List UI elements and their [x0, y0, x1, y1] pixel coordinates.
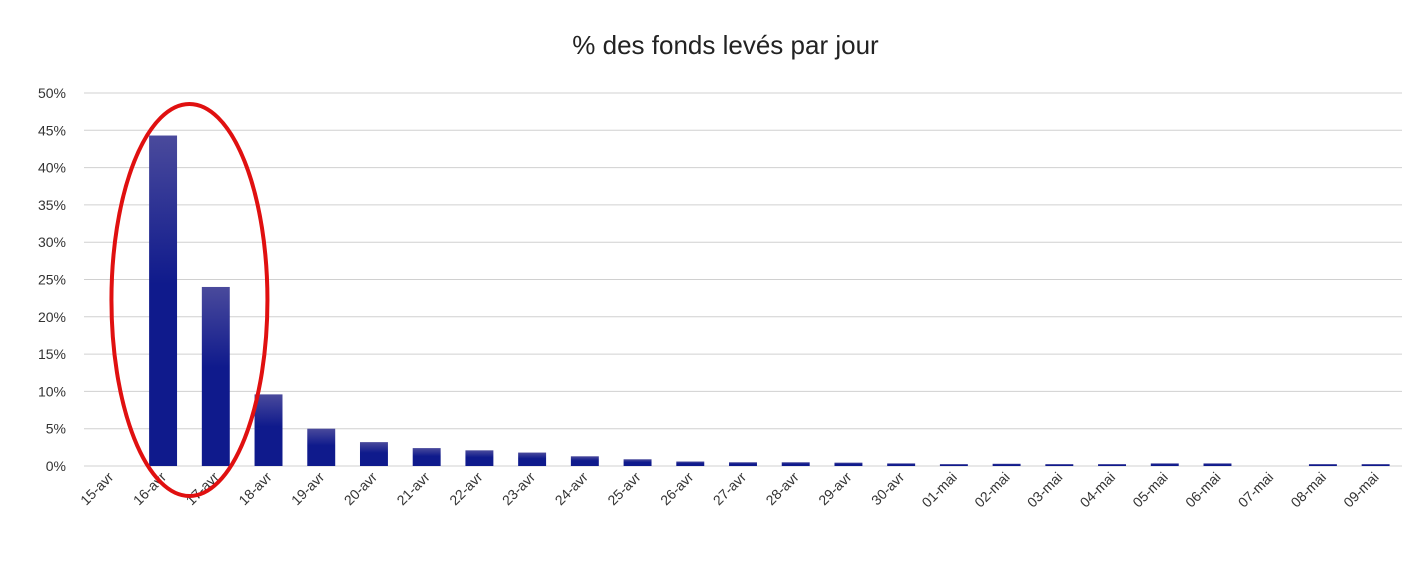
- bar-23-avr: [518, 452, 547, 466]
- bar-24-avr: [570, 456, 599, 466]
- bar-06-mai: [1203, 463, 1232, 466]
- annotation: [109, 102, 270, 498]
- y-tick-label: 30%: [38, 234, 66, 250]
- bar-08-mai: [1308, 464, 1337, 466]
- chart-title: % des fonds levés par jour: [572, 30, 879, 60]
- bar-29-avr: [834, 462, 863, 466]
- x-tick-label: 07-mai: [1235, 469, 1277, 511]
- x-tick-label: 20-avr: [341, 469, 381, 509]
- x-tick-label: 21-avr: [393, 469, 433, 509]
- y-tick-label: 25%: [38, 272, 66, 288]
- x-tick-label: 29-avr: [815, 469, 855, 509]
- x-tick-label: 03-mai: [1024, 469, 1066, 511]
- y-tick-label: 50%: [38, 85, 66, 101]
- bar-20-avr: [359, 442, 388, 466]
- x-tick-label: 05-mai: [1129, 469, 1171, 511]
- y-tick-label: 20%: [38, 309, 66, 325]
- bars: [149, 135, 1390, 466]
- x-tick-label: 18-avr: [235, 469, 275, 509]
- x-tick-label: 26-avr: [657, 469, 697, 509]
- x-tick-label: 09-mai: [1340, 469, 1382, 511]
- y-tick-label: 5%: [46, 421, 66, 437]
- bar-30-avr: [887, 463, 916, 466]
- y-tick-label: 35%: [38, 197, 66, 213]
- bar-19-avr: [307, 428, 336, 466]
- bar-03-mai: [1045, 464, 1074, 466]
- x-axis: 15-avr 16-avr 17-avr 18-avr 19-avr 20-avr 21-a…: [77, 469, 1382, 511]
- x-tick-label: 19-avr: [288, 469, 328, 509]
- y-axis: 0% 5% 10% 15% 20% 25% 30% 35% 40% 45% 50%: [38, 85, 66, 474]
- bar-09-mai: [1361, 464, 1390, 466]
- bar-27-avr: [729, 462, 757, 466]
- bar-05-mai: [1150, 463, 1179, 466]
- y-tick-label: 10%: [38, 383, 66, 399]
- highlight-ellipse: [109, 102, 270, 498]
- x-tick-label: 17-avr: [183, 469, 223, 509]
- bar-02-mai: [992, 463, 1021, 466]
- x-tick-label: 04-mai: [1077, 469, 1119, 511]
- bar-25-avr: [623, 459, 652, 466]
- x-tick-label: 06-mai: [1182, 469, 1224, 511]
- bar-04-mai: [1098, 464, 1127, 466]
- x-tick-label: 01-mai: [918, 469, 960, 511]
- x-tick-label: 15-avr: [77, 469, 117, 509]
- x-tick-label: 22-avr: [446, 469, 486, 509]
- bar-22-avr: [465, 450, 494, 466]
- x-tick-label: 30-avr: [868, 469, 908, 509]
- x-tick-label: 02-mai: [971, 469, 1013, 511]
- x-tick-label: 08-mai: [1287, 469, 1329, 511]
- y-tick-label: 45%: [38, 122, 66, 138]
- gridlines: [84, 92, 1402, 467]
- x-tick-label: 27-avr: [710, 469, 750, 509]
- x-tick-label: 25-avr: [604, 469, 644, 509]
- y-tick-label: 15%: [38, 346, 66, 362]
- x-tick-label: 16-avr: [130, 469, 170, 509]
- x-tick-label: 24-avr: [552, 469, 592, 509]
- bar-28-avr: [781, 462, 810, 466]
- y-tick-label: 0%: [46, 458, 66, 474]
- bar-26-avr: [676, 461, 705, 466]
- y-tick-label: 40%: [38, 160, 66, 176]
- bar-21-avr: [412, 448, 441, 466]
- bar-17-avr: [201, 286, 230, 466]
- x-tick-label: 28-avr: [762, 469, 802, 509]
- bar-18-avr: [254, 394, 283, 466]
- bar-01-mai: [939, 464, 968, 466]
- bar-16-avr: [149, 135, 178, 466]
- x-tick-label: 23-avr: [499, 469, 539, 509]
